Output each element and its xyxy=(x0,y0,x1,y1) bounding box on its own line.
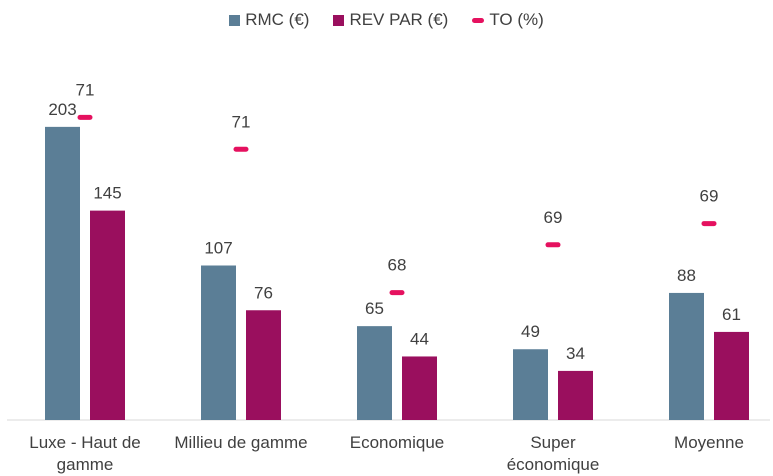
legend-label: TO (%) xyxy=(489,10,544,29)
bar xyxy=(357,326,392,420)
bar xyxy=(402,356,437,420)
x-tick-label: Moyenne xyxy=(674,433,744,452)
data-label: 34 xyxy=(566,344,585,363)
legend: RMC (€) REV PAR (€) TO (%) xyxy=(0,10,773,30)
data-label: 44 xyxy=(410,329,429,348)
legend-label: REV PAR (€) xyxy=(349,10,449,29)
bar xyxy=(558,370,593,420)
data-label: 69 xyxy=(544,208,563,227)
x-tick-label: Luxe - Haut de gamme xyxy=(29,433,141,474)
data-label: 49 xyxy=(521,322,540,341)
legend-swatch xyxy=(472,17,485,23)
bar xyxy=(246,310,281,420)
legend-swatch xyxy=(229,14,241,26)
legend-item: REV PAR (€) xyxy=(333,10,448,30)
legend-label: RMC (€) xyxy=(245,10,310,29)
data-label: 76 xyxy=(254,283,273,302)
legend-item: RMC (€) xyxy=(229,10,309,30)
data-label: 68 xyxy=(388,256,407,275)
data-label: 61 xyxy=(722,305,741,324)
bar xyxy=(45,126,80,421)
data-label: 107 xyxy=(204,238,232,257)
bar xyxy=(90,210,125,420)
data-label: 88 xyxy=(677,266,696,285)
bar xyxy=(201,265,236,420)
x-tick-label: Economique xyxy=(349,433,445,452)
data-label: 203 xyxy=(48,100,76,119)
data-label: 71 xyxy=(76,80,95,99)
data-label: 65 xyxy=(365,299,384,318)
legend-swatch xyxy=(333,14,345,26)
x-tick-label: Super économique xyxy=(506,433,600,474)
x-tick-label: Millieu de gamme xyxy=(174,433,308,452)
data-label: 71 xyxy=(232,112,251,131)
bar xyxy=(714,331,749,420)
data-label: 69 xyxy=(700,187,719,206)
bar xyxy=(669,292,704,420)
data-label: 145 xyxy=(93,184,121,203)
legend-item: TO (%) xyxy=(472,10,544,30)
bar xyxy=(513,349,548,420)
